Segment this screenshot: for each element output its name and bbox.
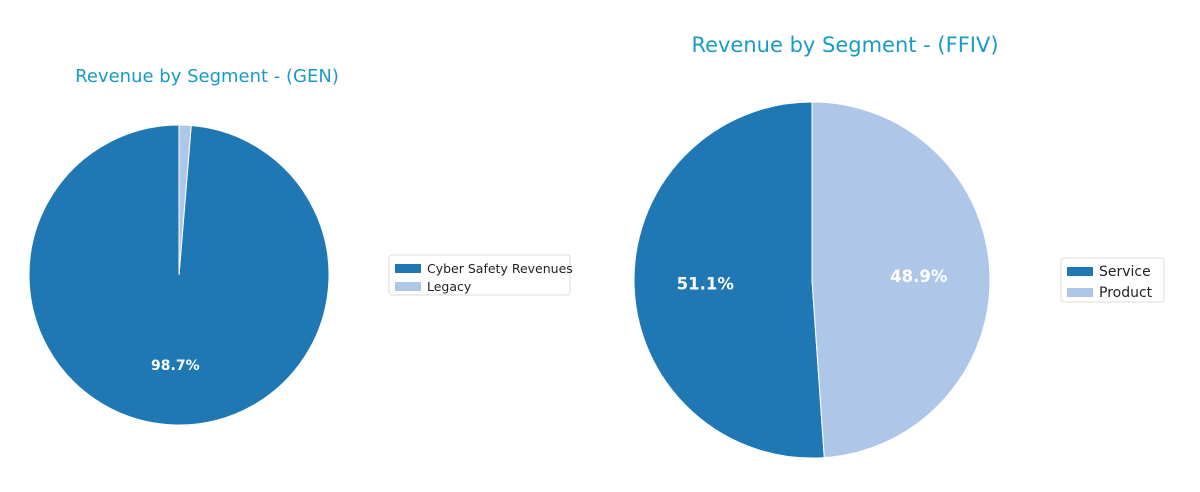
slice-percent-label: 98.7% xyxy=(151,358,200,374)
legend-box xyxy=(388,254,571,296)
pie-chart-0: Revenue by Segment - (GEN) 98.7% Cyber Saf… xyxy=(28,66,573,426)
chart-title: Revenue by Segment - (FFIV) xyxy=(691,33,998,57)
slice-percent-label: 48.9% xyxy=(890,267,948,286)
legend-swatch xyxy=(395,282,421,291)
pie-slice-product xyxy=(811,101,991,459)
chart-title: Revenue by Segment - (GEN) xyxy=(75,66,339,87)
slice-percent-label: 51.1% xyxy=(677,274,735,293)
legend-swatch xyxy=(1067,288,1093,297)
pie-chart-1: Revenue by Segment - (FFIV) 51.1% 48.9% Ser… xyxy=(633,33,1165,459)
pie-slice-service xyxy=(633,101,825,459)
pie-slice-legacy xyxy=(178,124,192,276)
legend-swatch xyxy=(395,264,421,273)
legend-entry: Service xyxy=(1099,264,1151,280)
legend-swatch xyxy=(1067,267,1093,276)
legend: Cyber Safety Revenues Legacy xyxy=(388,254,573,296)
legend-entry: Cyber Safety Revenues xyxy=(427,261,573,276)
legend: Service Product xyxy=(1060,257,1165,303)
legend-entry: Product xyxy=(1099,285,1153,301)
legend-entry: Legacy xyxy=(427,279,472,294)
